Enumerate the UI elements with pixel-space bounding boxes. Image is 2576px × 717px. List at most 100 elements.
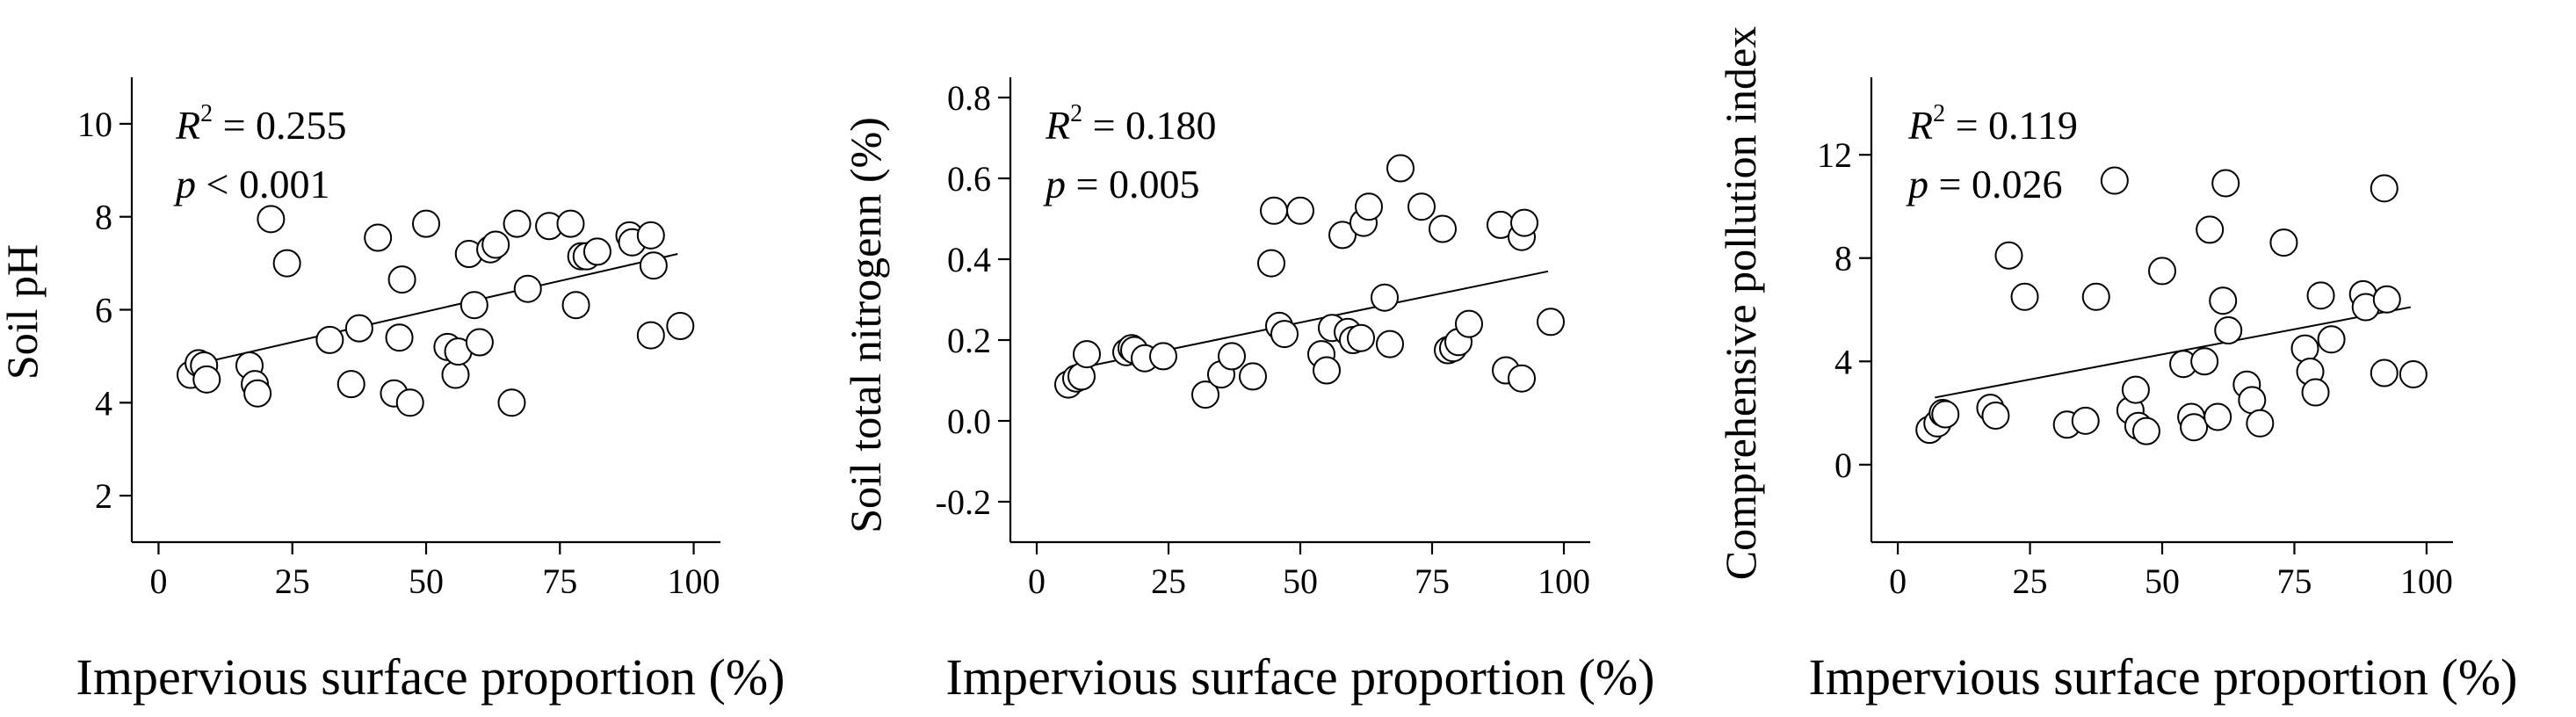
y-tick-label: 0.4	[947, 240, 991, 279]
data-point	[1429, 214, 1457, 243]
x-tick-label: 75	[1415, 561, 1450, 601]
y-tick-label: 0.0	[947, 402, 991, 441]
data-point	[556, 209, 585, 238]
data-point	[2081, 282, 2110, 311]
data-point	[1270, 320, 1299, 349]
x-axis-label: Impervious surface proportion (%)	[946, 648, 1655, 706]
x-tick-label: 25	[275, 561, 310, 601]
data-point	[2071, 406, 2100, 435]
data-point	[1455, 309, 1483, 338]
y-tick-label: 0	[1834, 445, 1852, 485]
data-point	[1313, 356, 1341, 385]
data-point	[459, 291, 488, 320]
data-point	[1981, 401, 2010, 430]
y-tick-label: 0.6	[947, 159, 991, 199]
data-point	[465, 328, 494, 357]
data-point	[2317, 325, 2346, 354]
data-point	[2238, 386, 2267, 415]
data-point	[1191, 380, 1219, 409]
data-point	[2121, 375, 2150, 404]
x-tick-label: 0	[1889, 561, 1907, 601]
annotation-r2: R2 = 0.119	[1907, 100, 2078, 148]
data-point	[2246, 409, 2275, 438]
y-tick-label: 0.8	[947, 78, 991, 118]
y-axis-label: Soil pH	[0, 244, 47, 380]
data-point	[2370, 358, 2399, 387]
data-point	[2370, 174, 2399, 203]
annotation-p-symbol: p	[1043, 162, 1066, 206]
x-tick-label: 25	[2013, 561, 2048, 601]
x-tick-label: 100	[2400, 561, 2453, 601]
data-point	[2131, 416, 2160, 445]
x-tick-label: 0	[149, 561, 167, 601]
y-tick-label: 4	[1834, 342, 1852, 381]
data-point	[481, 230, 510, 259]
data-point	[1371, 283, 1399, 312]
data-point	[1376, 330, 1404, 358]
data-point	[1355, 192, 1383, 221]
y-tick-label: 4	[95, 383, 112, 423]
x-tick-label: 50	[409, 561, 444, 601]
data-point	[1537, 308, 1565, 337]
data-point	[1386, 154, 1415, 183]
annotation-r2-value: = 0.180	[1082, 103, 1216, 148]
regression-line	[190, 253, 678, 366]
annotation-p-value: = 0.005	[1066, 162, 1199, 206]
data-point	[1508, 364, 1536, 393]
data-point	[1286, 196, 1314, 225]
data-point	[364, 223, 393, 252]
data-point	[1239, 362, 1267, 391]
data-point	[441, 360, 470, 389]
data-point	[2290, 334, 2319, 363]
data-point	[503, 209, 532, 238]
annotation-r2-symbol: R	[1907, 103, 1933, 148]
annotation-p: p = 0.026	[1906, 162, 2062, 206]
data-point	[1328, 221, 1357, 250]
data-point	[561, 291, 590, 320]
annotation-p-value: < 0.001	[196, 162, 329, 206]
data-point	[582, 237, 611, 266]
data-point	[2214, 316, 2243, 345]
data-point	[395, 388, 424, 417]
x-tick-label: 100	[668, 561, 720, 601]
annotation-r2-value: = 0.255	[213, 103, 346, 148]
data-point	[387, 265, 416, 294]
regression-line	[1935, 306, 2412, 399]
data-point	[2301, 378, 2330, 407]
data-point	[1407, 192, 1436, 221]
data-point	[2306, 281, 2335, 310]
data-point	[639, 251, 668, 280]
y-tick-label: -0.2	[936, 482, 991, 522]
data-point	[1931, 400, 1960, 429]
data-point	[1347, 323, 1375, 352]
annotation-r2-value: = 0.119	[1945, 103, 2078, 148]
data-point	[2209, 286, 2238, 315]
data-point	[2010, 282, 2039, 311]
data-point	[1510, 208, 1538, 237]
y-tick-label: 12	[1817, 135, 1852, 175]
x-tick-label: 50	[2145, 561, 2180, 601]
data-point	[272, 249, 301, 278]
data-point	[2203, 402, 2232, 431]
data-point	[2180, 413, 2209, 442]
annotation-r2-superscript: 2	[1070, 100, 1082, 127]
data-point	[2190, 347, 2219, 376]
data-point	[497, 388, 526, 417]
x-axis-label: Impervious surface proportion (%)	[1809, 648, 2518, 706]
data-point	[2399, 359, 2428, 388]
scatter-chart-pollution-index: 0 4 8 12 0 25 50 75 100 R2 = 0.119 p = 0.026 Imp…	[1716, 26, 2518, 706]
data-point	[2372, 285, 2401, 314]
data-point	[243, 379, 272, 408]
data-point	[1260, 196, 1288, 225]
annotation-r2: R2 = 0.180	[1045, 100, 1217, 148]
x-tick-label: 50	[1283, 561, 1318, 601]
data-point	[2196, 215, 2225, 244]
x-tick-label: 75	[542, 561, 577, 601]
annotation-r2: R2 = 0.255	[175, 100, 347, 148]
y-axis-label: Comprehensive pollution index	[1716, 26, 1765, 580]
data-point	[636, 221, 665, 250]
chart-panel-soil-ph: 2 4 6 8 10 0 25 50 75 100 R2 = 0.255 p < 0.001 Im…	[0, 0, 843, 713]
data-point	[2148, 257, 2176, 286]
data-point	[513, 274, 542, 303]
